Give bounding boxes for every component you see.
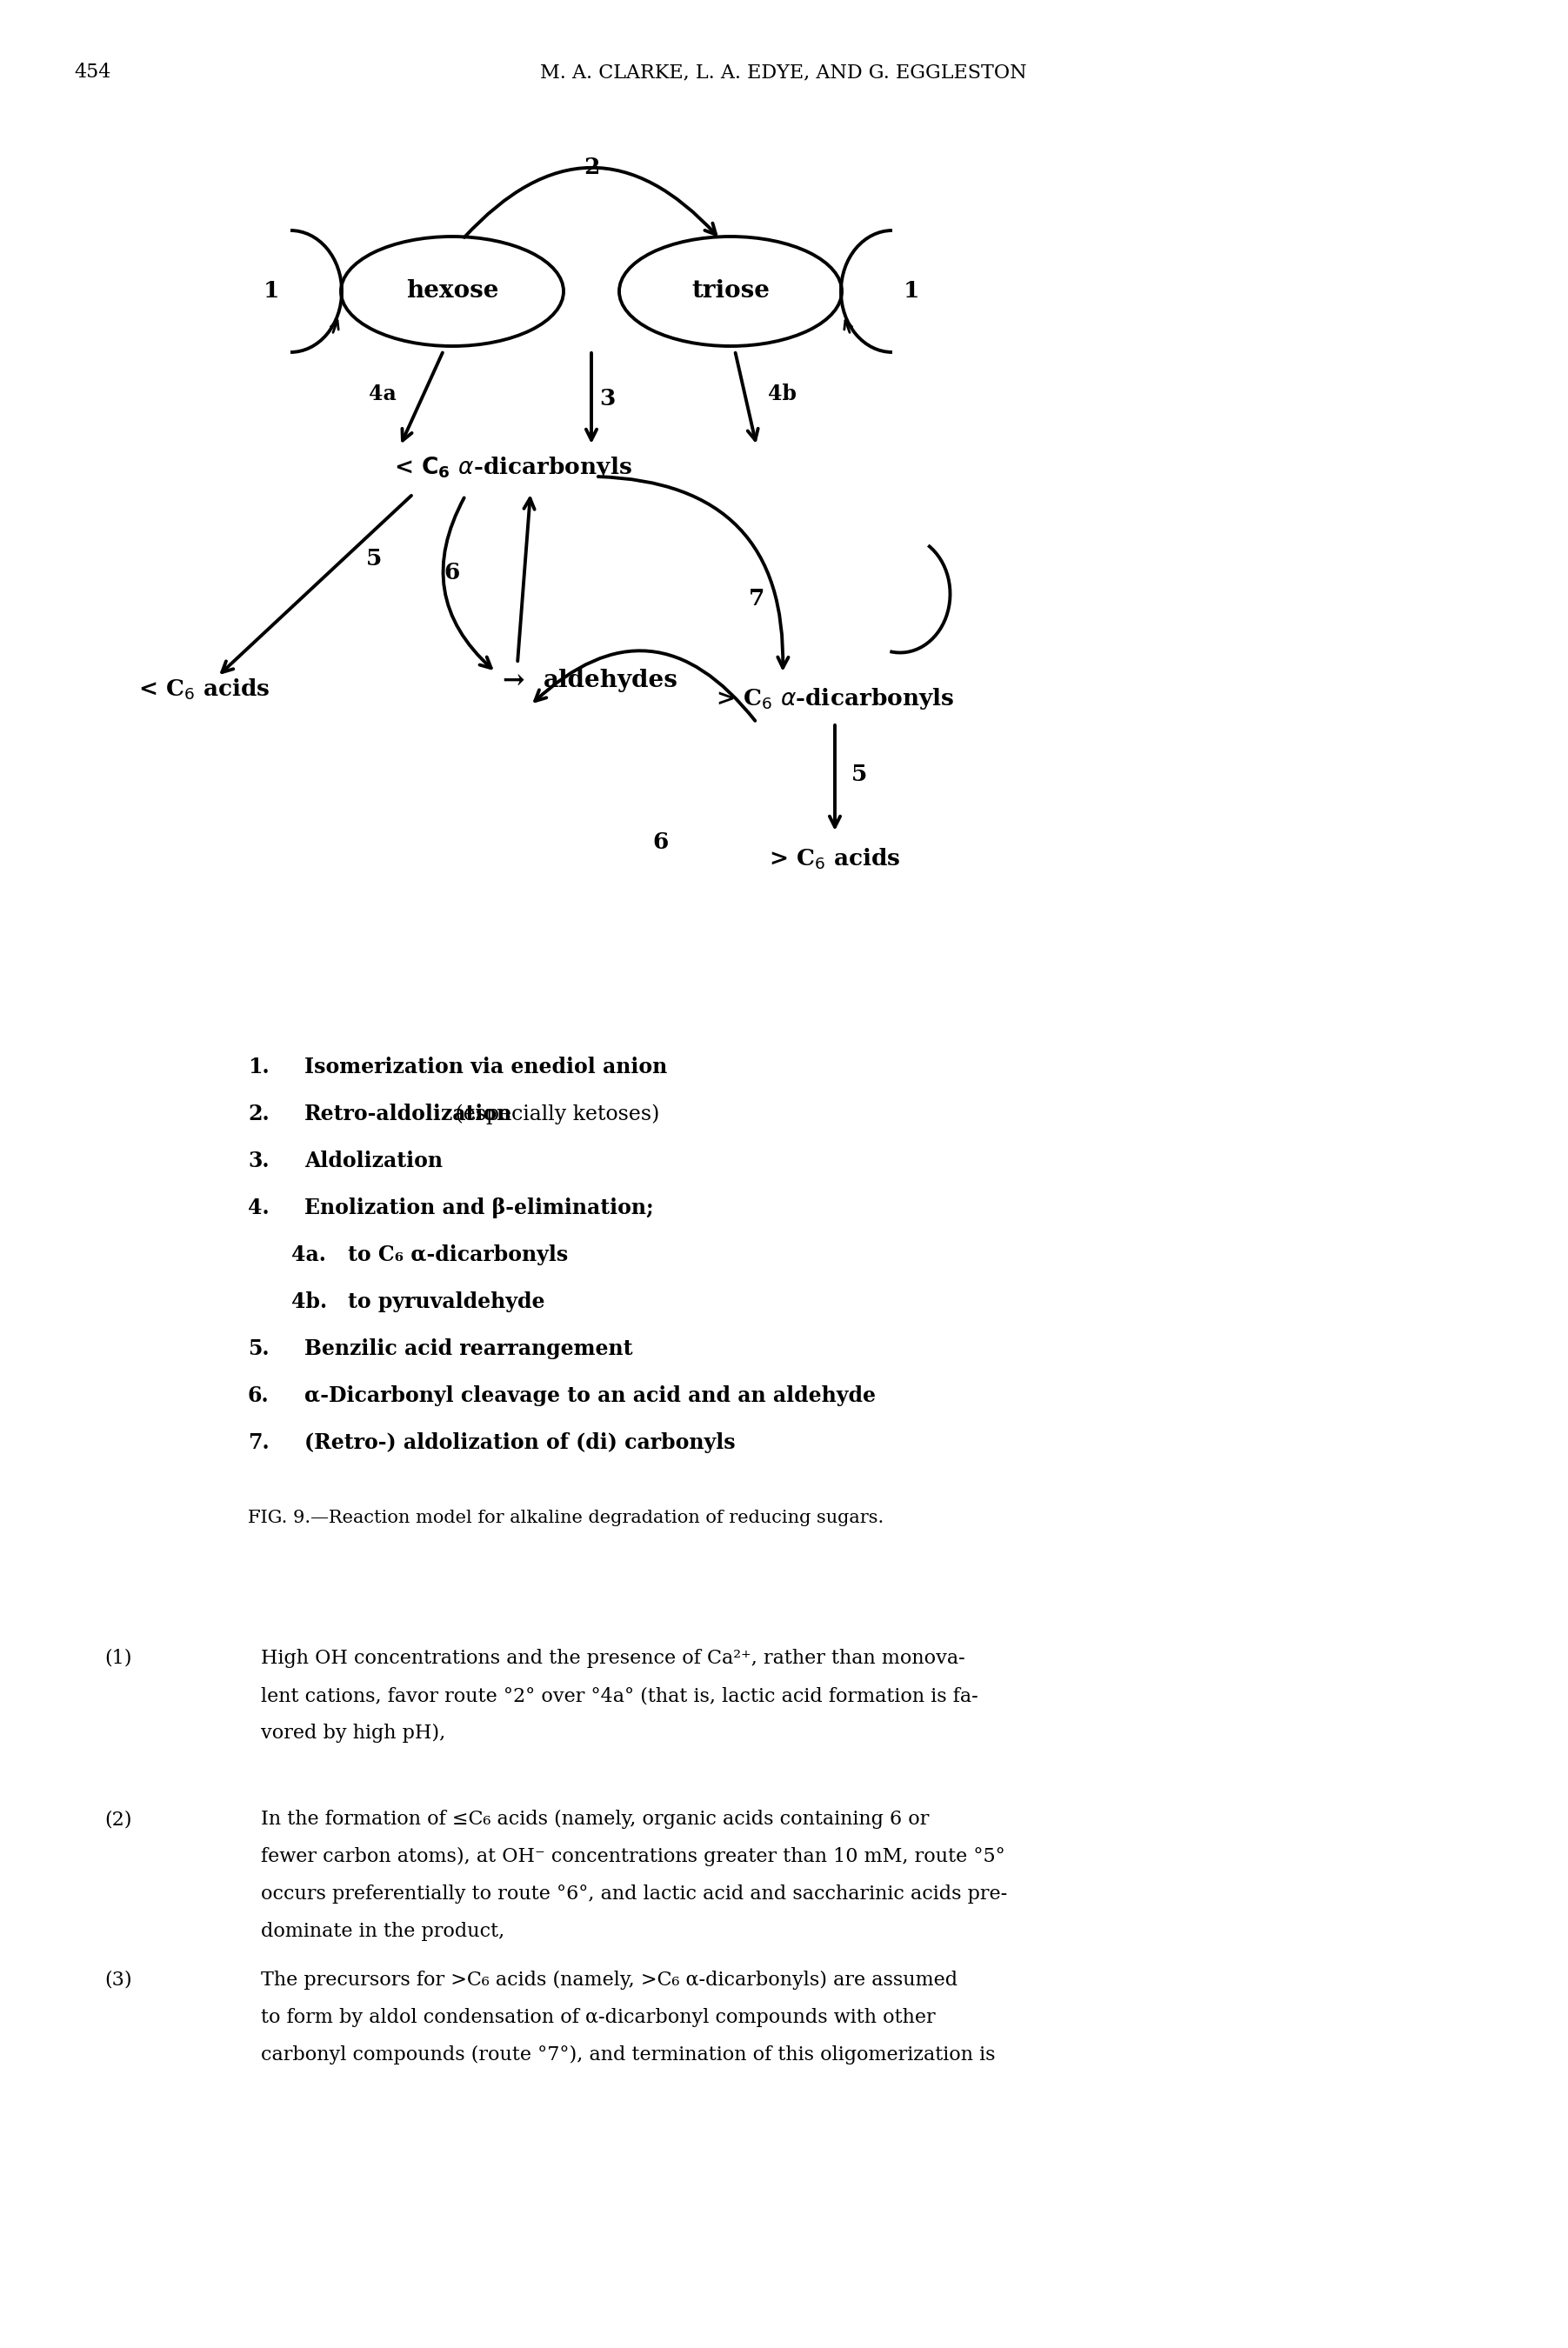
Text: Enolization and β-elimination;: Enolization and β-elimination; bbox=[304, 1197, 654, 1219]
Text: (especially ketoses): (especially ketoses) bbox=[448, 1104, 659, 1125]
Text: 1: 1 bbox=[903, 279, 919, 303]
Text: (Retro-) aldolization of (di) carbonyls: (Retro-) aldolization of (di) carbonyls bbox=[304, 1432, 735, 1453]
Text: High OH concentrations and the presence of Ca²⁺, rather than monova-: High OH concentrations and the presence … bbox=[260, 1648, 966, 1667]
Text: The precursors for >C₆ acids (namely, >C₆ α-dicarbonyls) are assumed: The precursors for >C₆ acids (namely, >C… bbox=[260, 1970, 958, 1989]
Text: dominate in the product,: dominate in the product, bbox=[260, 1923, 505, 1942]
Text: vored by high pH),: vored by high pH), bbox=[260, 1723, 445, 1742]
Text: α-Dicarbonyl cleavage to an acid and an aldehyde: α-Dicarbonyl cleavage to an acid and an … bbox=[304, 1385, 877, 1406]
Text: 1.: 1. bbox=[248, 1057, 270, 1078]
Text: 3: 3 bbox=[599, 387, 615, 409]
Text: to pyruvaldehyde: to pyruvaldehyde bbox=[348, 1291, 544, 1313]
Text: aldehydes: aldehydes bbox=[544, 669, 679, 693]
Text: 4a.: 4a. bbox=[292, 1244, 326, 1266]
Text: hexose: hexose bbox=[406, 279, 499, 303]
Text: →: → bbox=[502, 667, 524, 695]
Text: > C$_6$ $\alpha$-dicarbonyls: > C$_6$ $\alpha$-dicarbonyls bbox=[715, 686, 955, 711]
Text: 1: 1 bbox=[263, 279, 279, 303]
Text: 3.: 3. bbox=[248, 1151, 270, 1172]
Text: > C$_6$ acids: > C$_6$ acids bbox=[768, 848, 900, 871]
Text: (1): (1) bbox=[105, 1648, 132, 1667]
Text: M. A. CLARKE, L. A. EDYE, AND G. EGGLESTON: M. A. CLARKE, L. A. EDYE, AND G. EGGLEST… bbox=[541, 63, 1027, 82]
Text: fewer carbon atoms), at OH⁻ concentrations greater than 10 mM, route °5°: fewer carbon atoms), at OH⁻ concentratio… bbox=[260, 1848, 1005, 1867]
Text: 5: 5 bbox=[851, 763, 867, 784]
Text: to form by aldol condensation of α-dicarbonyl compounds with other: to form by aldol condensation of α-dicar… bbox=[260, 2008, 936, 2026]
Text: FIG. 9.—Reaction model for alkaline degradation of reducing sugars.: FIG. 9.—Reaction model for alkaline degr… bbox=[248, 1510, 884, 1526]
Text: occurs preferentially to route °6°, and lactic acid and saccharinic acids pre-: occurs preferentially to route °6°, and … bbox=[260, 1885, 1007, 1904]
Text: Aldolization: Aldolization bbox=[304, 1151, 442, 1172]
Text: < $\mathbf{C_6}$ $\alpha$-dicarbonyls: < $\mathbf{C_6}$ $\alpha$-dicarbonyls bbox=[394, 456, 632, 481]
Text: 7.: 7. bbox=[248, 1432, 270, 1453]
Text: < C$_6$ acids: < C$_6$ acids bbox=[138, 676, 270, 702]
Text: 6: 6 bbox=[652, 831, 670, 852]
Text: 4.: 4. bbox=[248, 1197, 270, 1219]
Text: 5: 5 bbox=[365, 549, 383, 571]
Text: Benzilic acid rearrangement: Benzilic acid rearrangement bbox=[304, 1338, 632, 1359]
Text: 6: 6 bbox=[444, 561, 459, 582]
Text: to C₆ α-dicarbonyls: to C₆ α-dicarbonyls bbox=[348, 1244, 568, 1266]
Text: 2.: 2. bbox=[248, 1104, 270, 1125]
Text: 6.: 6. bbox=[248, 1385, 270, 1406]
Text: (3): (3) bbox=[105, 1970, 132, 1989]
Text: carbonyl compounds (route °7°), and termination of this oligomerization is: carbonyl compounds (route °7°), and term… bbox=[260, 2045, 996, 2064]
Text: 4a: 4a bbox=[368, 383, 397, 404]
Text: In the formation of ≤C₆ acids (namely, organic acids containing 6 or: In the formation of ≤C₆ acids (namely, o… bbox=[260, 1810, 930, 1829]
Text: F: F bbox=[248, 1510, 260, 1526]
Text: 454: 454 bbox=[74, 63, 111, 82]
Text: Isomerization via enediol anion: Isomerization via enediol anion bbox=[304, 1057, 668, 1078]
Text: (2): (2) bbox=[105, 1810, 132, 1829]
Text: Retro-aldolization: Retro-aldolization bbox=[304, 1104, 513, 1125]
Text: 7: 7 bbox=[748, 587, 765, 608]
Text: 4b.: 4b. bbox=[292, 1291, 328, 1313]
Text: 2: 2 bbox=[583, 155, 599, 178]
Text: 5.: 5. bbox=[248, 1338, 270, 1359]
Text: triose: triose bbox=[691, 279, 770, 303]
Text: lent cations, favor route °2° over °4a° (that is, lactic acid formation is fa-: lent cations, favor route °2° over °4a° … bbox=[260, 1686, 978, 1705]
Text: 4b: 4b bbox=[768, 383, 797, 404]
